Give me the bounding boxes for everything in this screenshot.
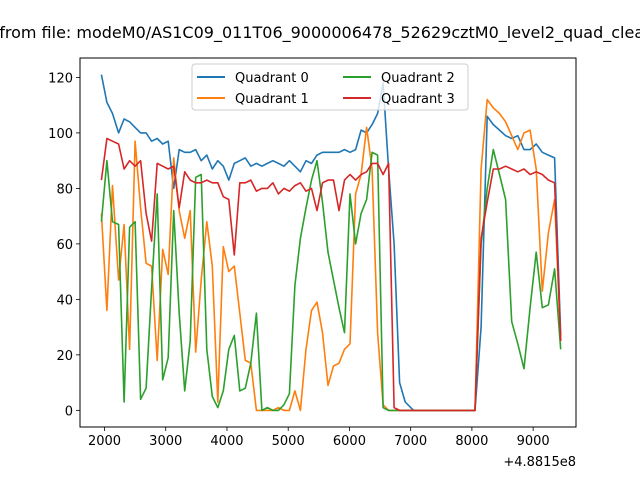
plot-frame [79, 57, 577, 428]
series-line-quadrant-1 [100, 98, 562, 412]
legend-label-quadrant-3: Quadrant 3 [381, 92, 455, 107]
legend: Quadrant 0 Quadrant 1 Quadrant 2 Quadran… [191, 63, 469, 111]
y-tick-label: 20 [56, 349, 73, 364]
x-tick-label: 4000 [210, 434, 243, 449]
x-tick-label: 5000 [272, 434, 305, 449]
y-axis: 0 20 40 60 80 100 120 [48, 71, 80, 419]
series-line-quadrant-0 [100, 74, 562, 412]
series-line-quadrant-2 [100, 148, 562, 412]
legend-frame [191, 63, 469, 111]
x-tick-label: 2000 [88, 434, 121, 449]
x-tick-label: 7000 [394, 434, 427, 449]
y-tick-label: 120 [48, 71, 73, 86]
x-offset-label: +4.8815e8 [503, 455, 576, 470]
x-tick-label: 6000 [333, 434, 366, 449]
series-layer [100, 74, 562, 412]
legend-label-quadrant-1: Quadrant 1 [235, 92, 309, 107]
x-tick-label: 9000 [517, 434, 550, 449]
y-tick-label: 0 [65, 404, 73, 419]
y-tick-label: 60 [56, 238, 73, 253]
x-axis: 2000 3000 4000 5000 6000 7000 8000 9000 [88, 427, 550, 449]
legend-label-quadrant-0: Quadrant 0 [235, 71, 309, 86]
y-tick-label: 40 [56, 293, 73, 308]
y-tick-label: 80 [56, 182, 73, 197]
chart-title: Data from file: modeM0/AS1C09_011T06_900… [0, 23, 640, 43]
y-tick-label: 100 [48, 127, 73, 142]
x-tick-label: 8000 [455, 434, 488, 449]
legend-label-quadrant-2: Quadrant 2 [381, 71, 455, 86]
series-line-quadrant-3 [100, 137, 562, 412]
x-tick-label: 3000 [149, 434, 182, 449]
